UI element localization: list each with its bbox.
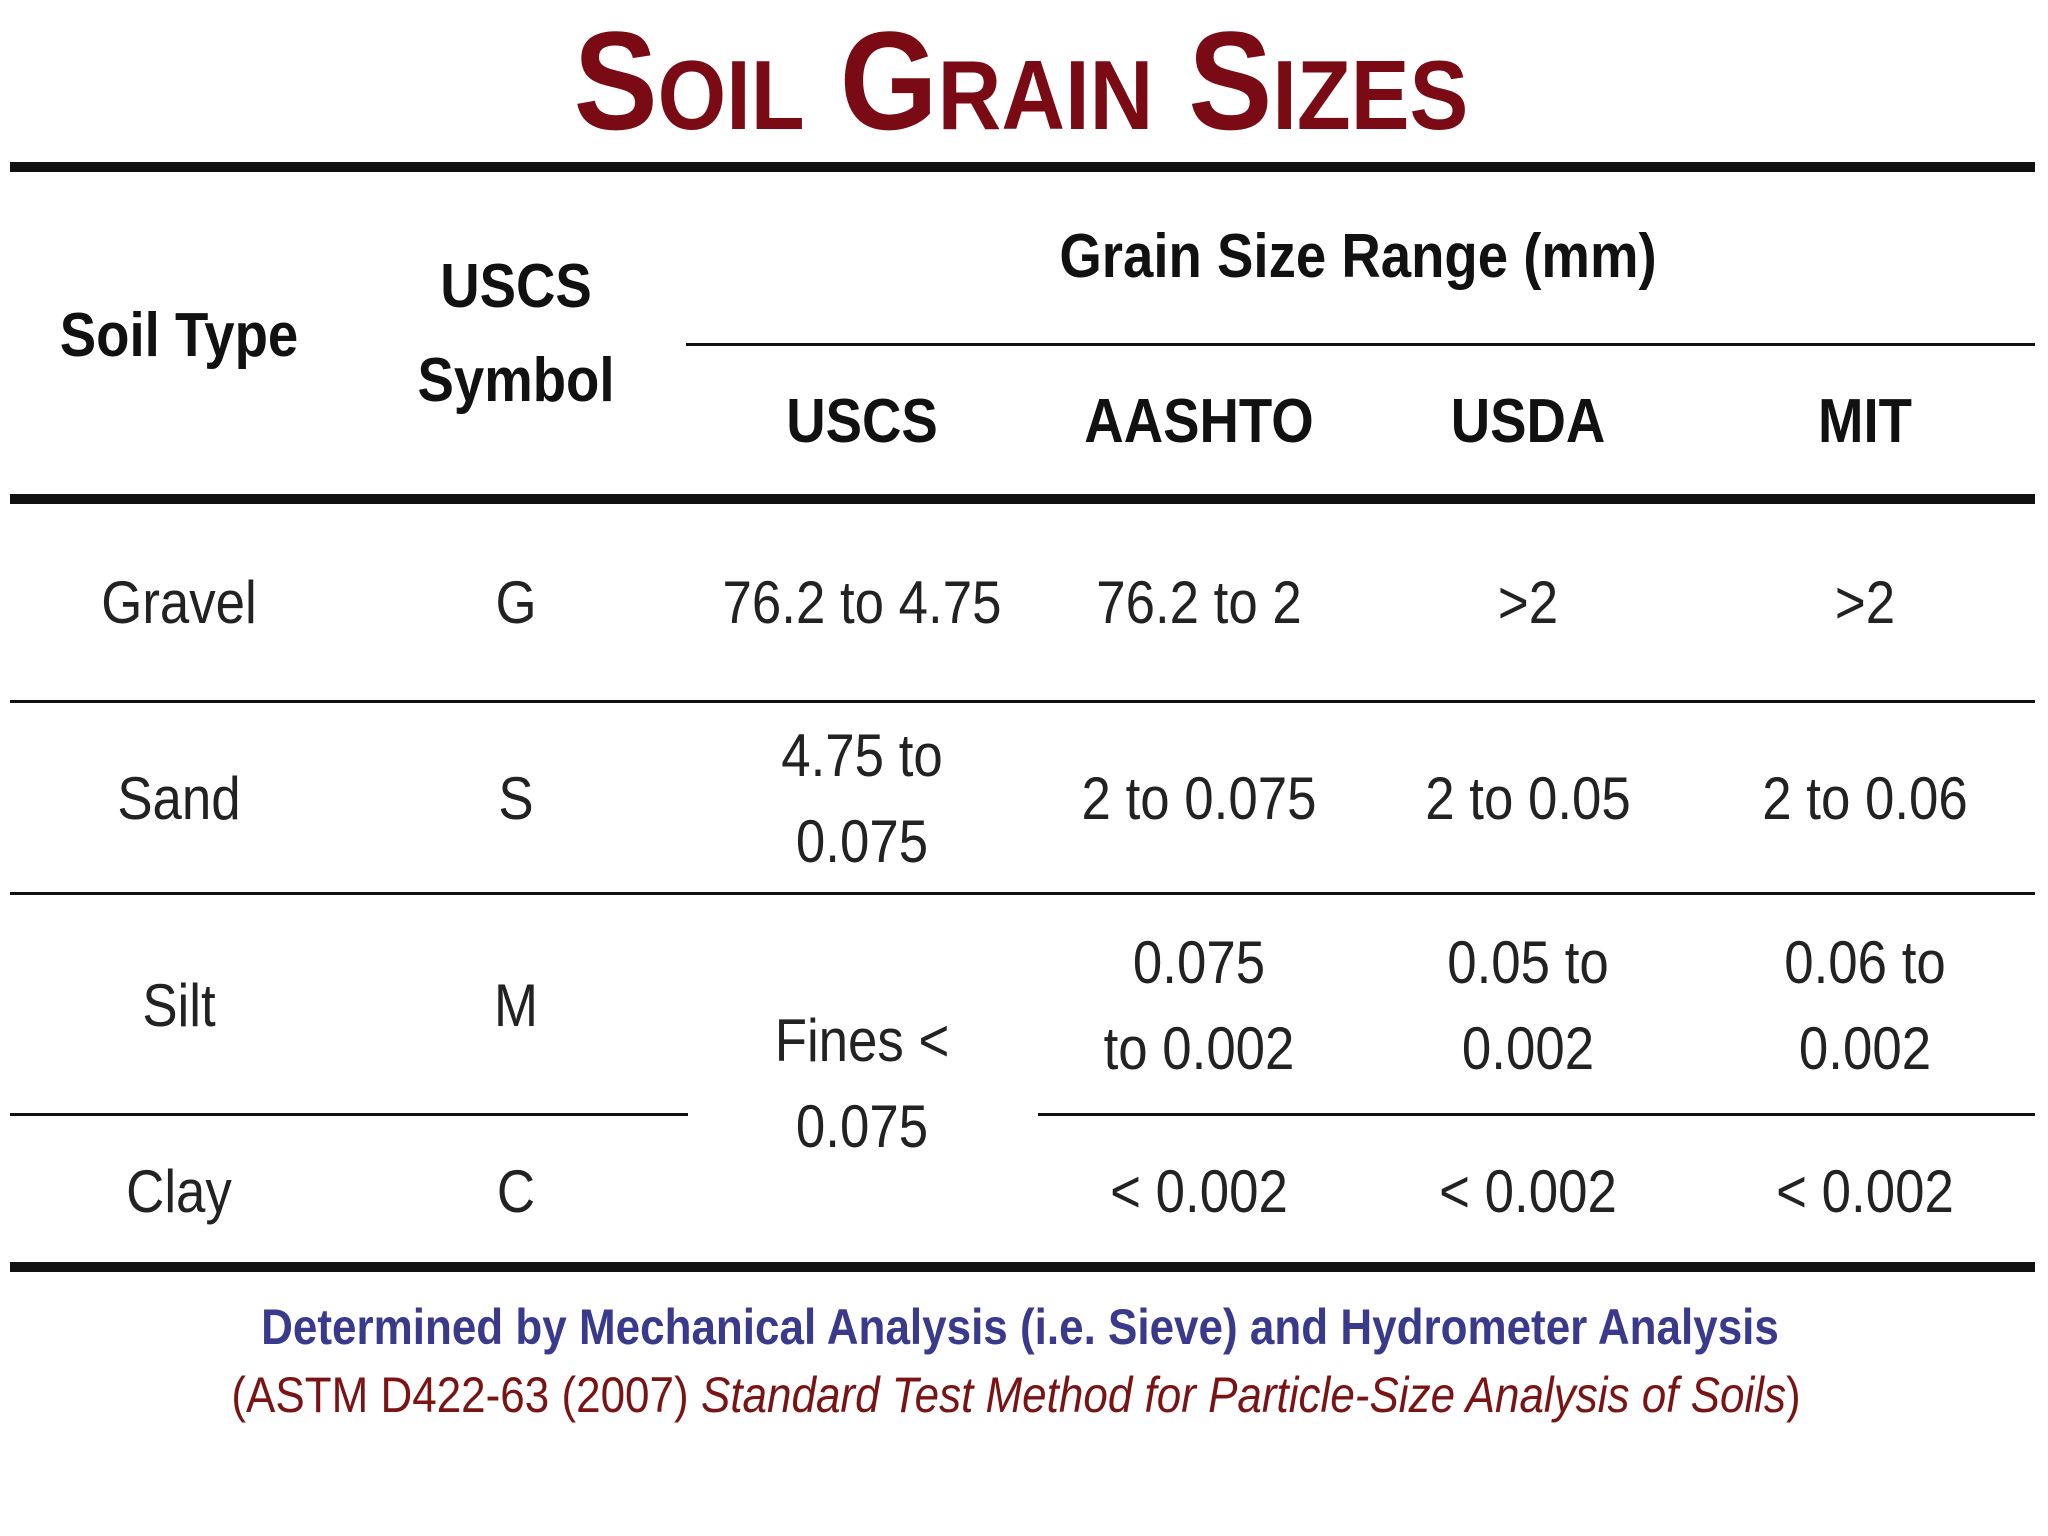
header-cell-line: USCS: [440, 252, 592, 321]
table-cell-line: 0.05 to: [1447, 929, 1609, 996]
header-cell: AASHTO: [1084, 387, 1314, 456]
table-cell: >2: [1834, 569, 1896, 636]
table-cell: Gravel: [101, 569, 257, 636]
rule-top: [10, 162, 2035, 172]
table-cell: < 0.002: [1776, 1158, 1954, 1225]
table-cell: 0.05 to 0.002: [1447, 920, 1608, 1092]
table-cell: 76.2 to 4.75: [722, 569, 1002, 636]
table-cell: Sand: [117, 765, 241, 832]
rule-header-mid: [686, 343, 2035, 346]
footnote-title: Standard Test Method for Particle-Size A…: [700, 1367, 1786, 1423]
header-cell: Grain Size Range (mm): [1059, 222, 1657, 291]
table-cell: 4.75 to 0.075: [781, 713, 942, 885]
rule-row: [10, 892, 2035, 895]
rule-row: [10, 700, 2035, 703]
table-cell: < 0.002: [1439, 1158, 1617, 1225]
table-cell: G: [495, 569, 537, 636]
table-cell: 0.06 to 0.002: [1784, 920, 1945, 1092]
table-cell: Fines < 0.075: [775, 998, 950, 1170]
table-cell-line: 0.002: [1798, 1015, 1932, 1082]
table-cell: C: [496, 1158, 536, 1225]
table-cell: 76.2 to 2: [1096, 569, 1302, 636]
header-cell: USCS: [786, 387, 938, 456]
header-cell: USCS Symbol: [417, 240, 614, 428]
rule-row: [1038, 1113, 2035, 1116]
table-cell: 2 to 0.05: [1425, 765, 1631, 832]
footnote: (ASTM D422-63 (2007) Standard Test Method…: [231, 1365, 1800, 1425]
title: Soil Grain Sizes: [573, 2, 1469, 159]
table-cell: 2 to 0.075: [1081, 765, 1317, 832]
footnote-part: ): [1785, 1367, 1801, 1423]
header-cell: MIT: [1818, 387, 1912, 456]
rule-bottom: [10, 1262, 2035, 1272]
table-cell-line: 0.06 to: [1784, 929, 1946, 996]
table-cell: < 0.002: [1110, 1158, 1288, 1225]
footnote: Determined by Mechanical Analysis (i.e. …: [261, 1299, 1779, 1355]
header-cell-line: Symbol: [417, 346, 615, 415]
table-cell: Silt: [142, 972, 216, 1039]
table-cell: Clay: [126, 1158, 232, 1225]
header-cell: Soil Type: [59, 301, 299, 370]
table-cell-line: 0.075: [795, 808, 929, 875]
table-cell: 2 to 0.06: [1762, 765, 1968, 832]
table-cell-line: 0.002: [1461, 1015, 1595, 1082]
table-cell-line: 4.75 to: [781, 722, 943, 789]
table-cell: 0.075 to 0.002: [1104, 920, 1295, 1092]
table-cell: S: [498, 765, 534, 832]
footnote-part: (ASTM D422-63 (2007): [231, 1367, 689, 1423]
table-cell: M: [494, 972, 538, 1039]
header-cell: USDA: [1450, 387, 1606, 456]
table-cell-line: 0.075: [1132, 929, 1266, 996]
table-cell-line: 0.075: [795, 1093, 929, 1160]
table-cell-line: to 0.002: [1103, 1015, 1295, 1082]
rule-row: [10, 1113, 688, 1116]
rule-header-bottom: [10, 494, 2035, 504]
table-cell-line: Fines <: [774, 1007, 950, 1074]
table-cell: >2: [1497, 569, 1559, 636]
